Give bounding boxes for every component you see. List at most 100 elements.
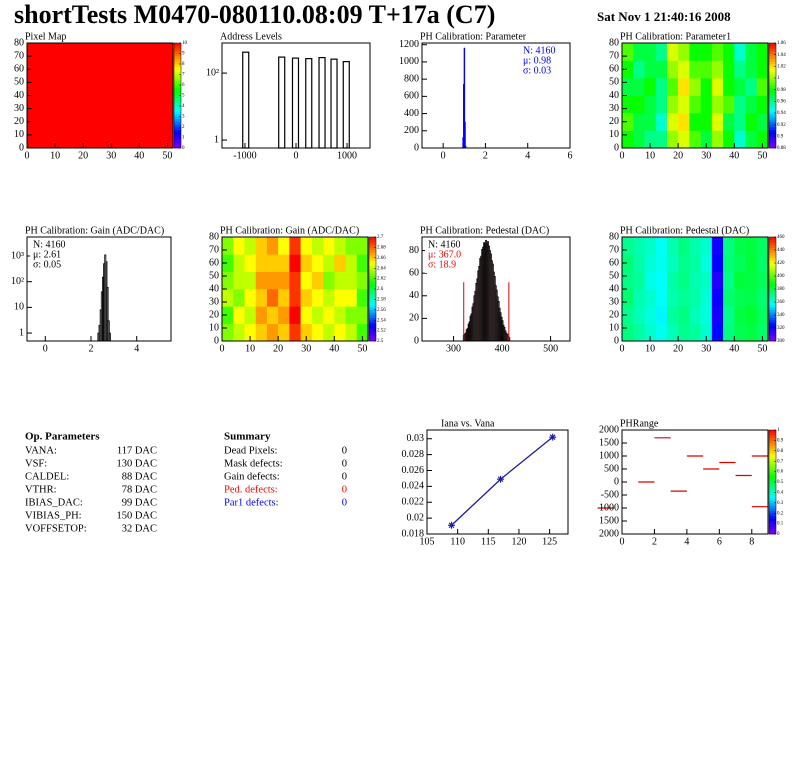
colorbar-step bbox=[369, 276, 376, 279]
y-tick-label: 1 bbox=[214, 134, 219, 145]
colorbar-step bbox=[769, 322, 776, 326]
plot-frame bbox=[222, 43, 370, 148]
heatmap-cell bbox=[655, 95, 668, 114]
colorbar-step bbox=[769, 484, 776, 488]
z-tick-label: 10 bbox=[182, 41, 188, 46]
heatmap-cell bbox=[345, 237, 358, 255]
y-tick-label: 60 bbox=[14, 64, 24, 75]
heatmap-cell bbox=[756, 237, 769, 255]
stats-line: N: 4160 bbox=[33, 239, 66, 250]
colorbar-step bbox=[769, 320, 776, 324]
heatmap-cell bbox=[745, 289, 758, 307]
x-tick-label: 50 bbox=[162, 150, 172, 161]
x-tick-label: 2 bbox=[89, 343, 94, 354]
colorbar-step bbox=[369, 255, 376, 259]
param-value: 150 DAC bbox=[116, 510, 157, 521]
star-marker bbox=[448, 521, 456, 529]
plot-border bbox=[426, 429, 569, 535]
heatmap-cell bbox=[633, 323, 645, 342]
colorbar-step bbox=[369, 325, 376, 329]
x-tick-label: 0 bbox=[620, 150, 625, 161]
param-label: VANA: bbox=[25, 445, 57, 456]
heatmap-cell bbox=[300, 271, 313, 290]
heatmap-cell bbox=[644, 60, 656, 79]
x-tick-label: 20 bbox=[673, 150, 683, 161]
heatmap-cell bbox=[734, 43, 746, 61]
colorbar-step bbox=[769, 255, 776, 259]
heatmap-cell bbox=[711, 78, 724, 96]
heatmap-cell bbox=[27, 43, 174, 149]
x-tick-label: 40 bbox=[329, 343, 339, 354]
colorbar-step bbox=[769, 437, 776, 441]
heatmap-cell bbox=[655, 271, 668, 290]
heatmap-cell bbox=[756, 254, 769, 272]
x-tick-label: 0 bbox=[43, 343, 48, 354]
heatmap-cell bbox=[334, 237, 346, 255]
y-tick-label: 0 bbox=[214, 335, 219, 346]
y-tick-label: 80 bbox=[609, 37, 619, 48]
param-value: 78 DAC bbox=[122, 484, 157, 495]
colorbar-step bbox=[174, 79, 181, 83]
heatmap-cell bbox=[666, 271, 679, 290]
heatmap-cell bbox=[266, 271, 279, 290]
heatmap-cell bbox=[734, 271, 746, 290]
colorbar-step bbox=[769, 132, 776, 136]
y-tick-label: 200 bbox=[404, 125, 419, 136]
heatmap-cell bbox=[289, 323, 301, 342]
heatmap-cell bbox=[666, 289, 679, 307]
heatmap-cell bbox=[655, 254, 668, 272]
colorbar-step bbox=[769, 103, 776, 107]
heatmap-cell bbox=[289, 237, 301, 255]
summary-label: Mask defects: bbox=[224, 458, 283, 469]
heatmap-cell bbox=[655, 306, 668, 324]
heatmap-cell bbox=[233, 306, 245, 324]
heatmap-cell bbox=[233, 237, 245, 255]
y-tick-label: 30 bbox=[609, 103, 619, 114]
heatmap-cell bbox=[255, 323, 268, 342]
heatmap-cell bbox=[745, 113, 758, 131]
colorbar-step bbox=[769, 113, 776, 117]
plot-title: Iana vs. Vana bbox=[441, 418, 495, 429]
heatmap-cell bbox=[289, 306, 301, 324]
plot-title: Address Levels bbox=[220, 31, 282, 42]
colorbar-step bbox=[769, 495, 776, 498]
z-tick-label: 340 bbox=[777, 313, 785, 318]
heatmap-cell bbox=[756, 113, 769, 131]
colorbar-step bbox=[369, 317, 376, 321]
colorbar-step bbox=[174, 56, 181, 60]
heatmap-cell bbox=[711, 254, 724, 272]
summary-value: 0 bbox=[342, 458, 347, 469]
heatmap-cell bbox=[723, 289, 735, 307]
z-tick-label: 0.88 bbox=[777, 146, 786, 151]
heatmap-cell bbox=[289, 271, 301, 290]
heatmap-cell bbox=[633, 254, 645, 272]
heatmap-cell bbox=[289, 289, 301, 307]
y-tick-label: 20 bbox=[609, 309, 619, 320]
x-tick-label: 20 bbox=[273, 343, 283, 354]
x-tick-label: 50 bbox=[757, 343, 767, 354]
x-tick-label: 105 bbox=[420, 536, 435, 547]
y-tick-label: 40 bbox=[609, 283, 619, 294]
colorbar-step bbox=[769, 244, 776, 248]
heatmap-cell bbox=[323, 254, 335, 272]
colorbar-step bbox=[769, 106, 776, 109]
x-tick-label: 125 bbox=[542, 536, 557, 547]
colorbar-step bbox=[174, 66, 181, 70]
colorbar-step bbox=[174, 106, 181, 109]
heatmap-cell bbox=[700, 113, 713, 131]
colorbar-step bbox=[769, 312, 776, 316]
colorbar-step bbox=[769, 64, 776, 67]
colorbar-step bbox=[769, 53, 776, 57]
heatmap-cell bbox=[622, 237, 634, 255]
heatmap-cell bbox=[222, 254, 234, 272]
y-tick-label: 0 bbox=[614, 335, 619, 346]
heatmap-cell bbox=[345, 271, 358, 290]
plot-title: PH Calibration: Gain (ADC/DAC) bbox=[25, 225, 164, 236]
heatmap-cell bbox=[666, 95, 679, 114]
y-tick-label: 20 bbox=[14, 116, 24, 127]
heatmap-cell bbox=[745, 271, 758, 290]
heatmap-cell bbox=[644, 43, 656, 61]
colorbar-step bbox=[369, 338, 376, 342]
colorbar-step bbox=[769, 74, 776, 78]
heatmap-cell bbox=[244, 306, 256, 324]
